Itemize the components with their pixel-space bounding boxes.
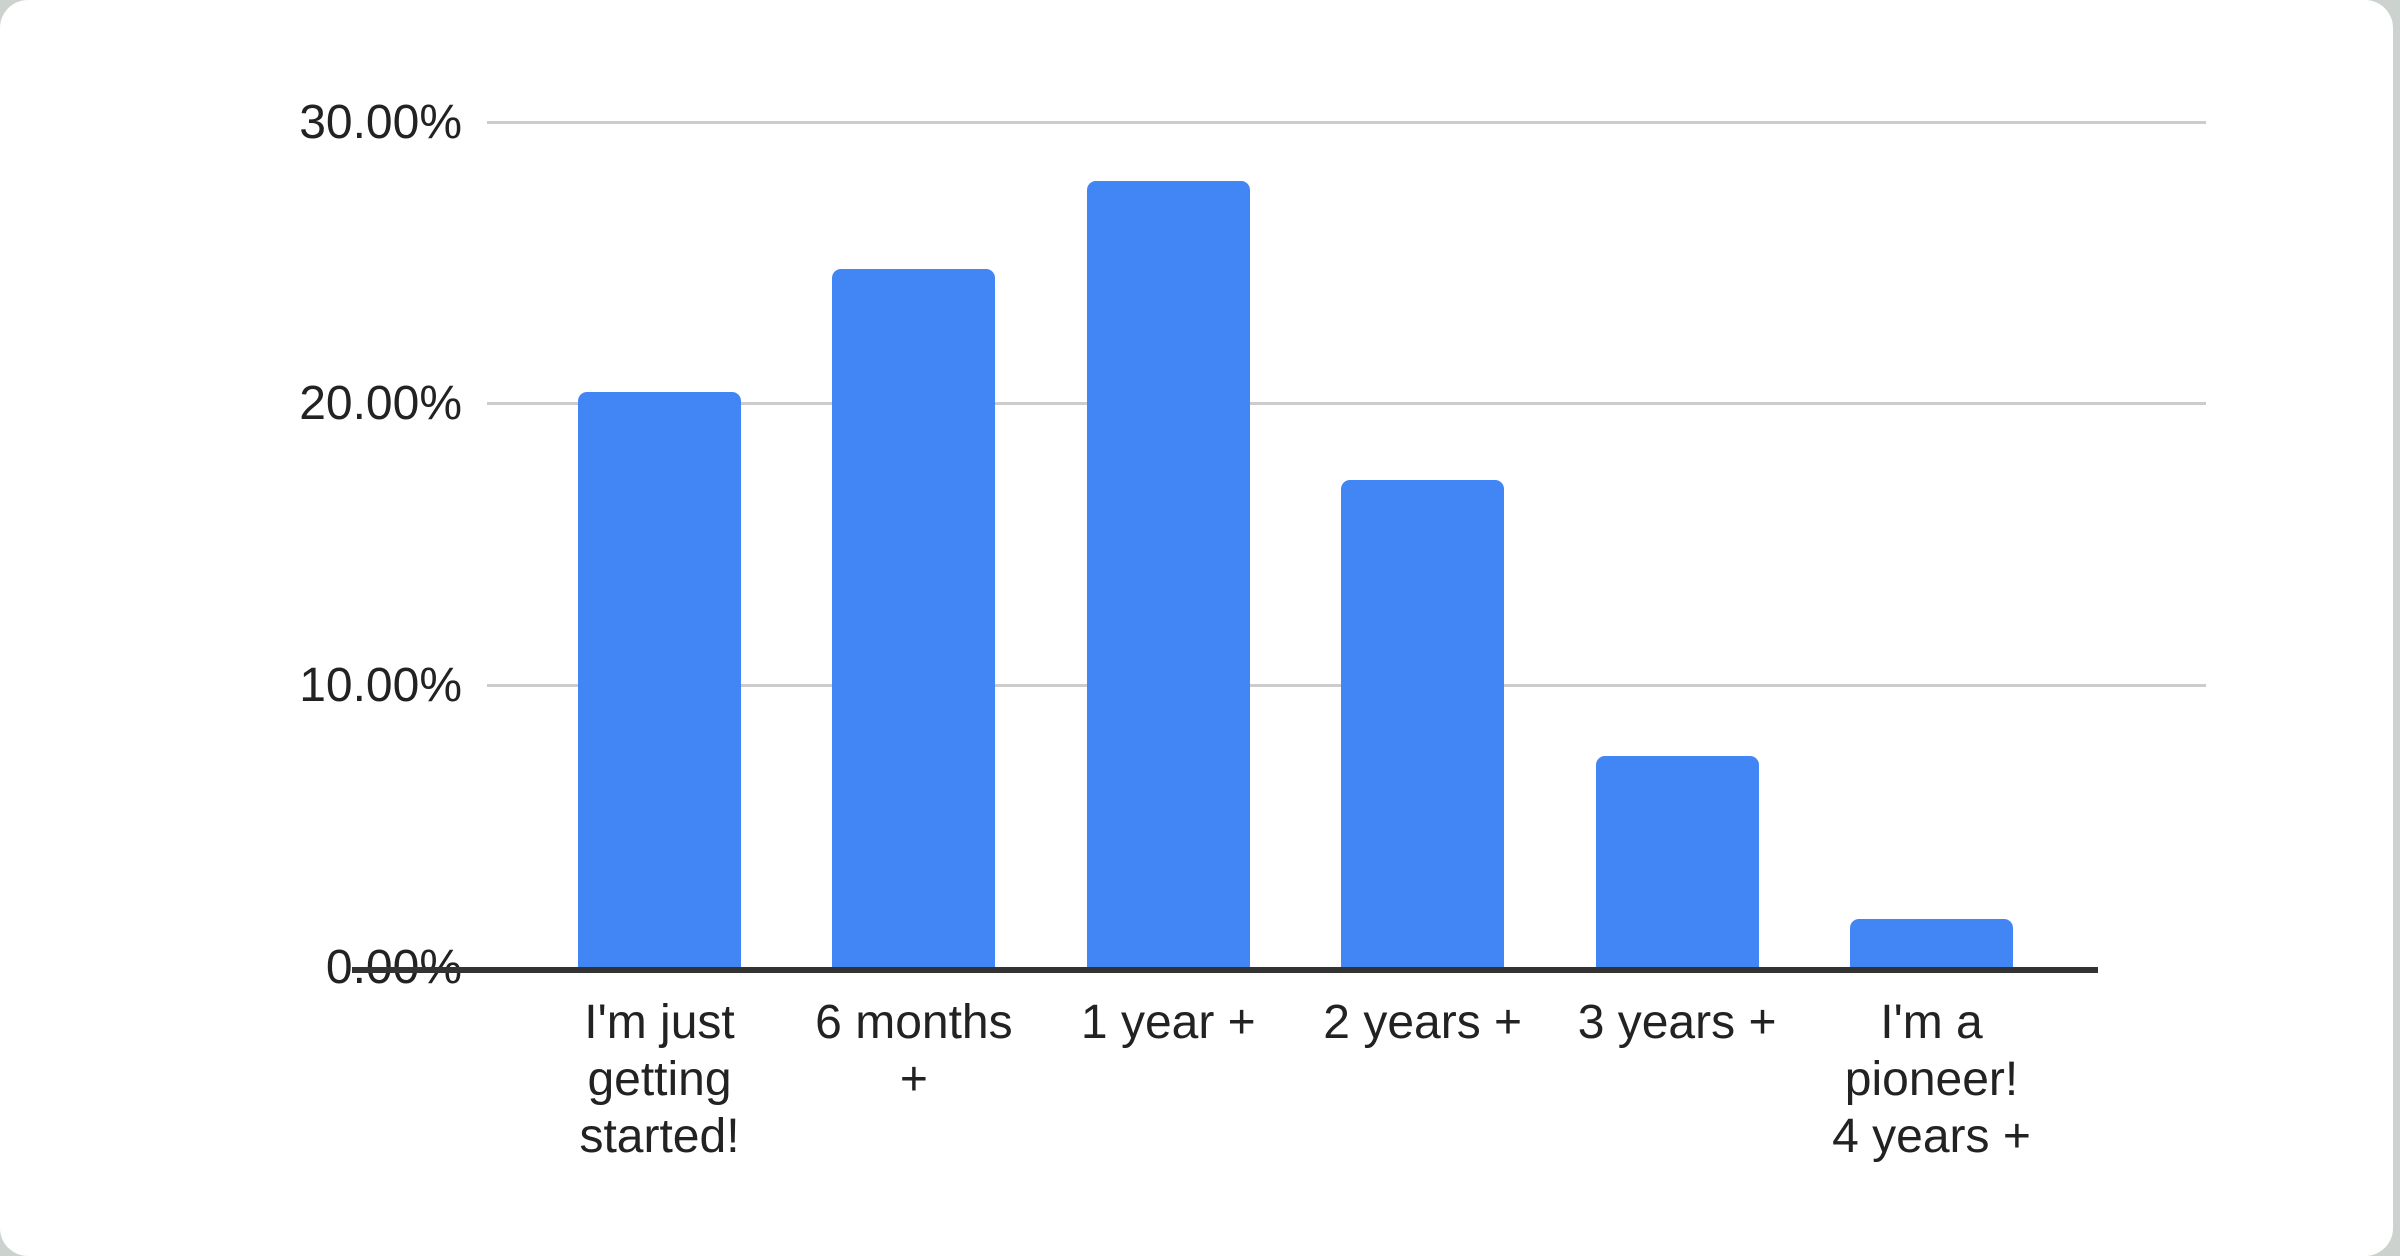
gridline [487,402,2206,406]
x-category-label: 6 months + [815,996,1013,1106]
y-tick-label: 10.00% [299,658,462,712]
bar[interactable] [1086,181,1250,967]
x-category-label: I'm a pioneer! 4 years + [1832,996,2031,1163]
x-category-label: I'm just getting started! [579,996,740,1163]
bar[interactable] [578,392,741,967]
gridline [487,120,2206,124]
bar[interactable] [832,268,996,967]
bar[interactable] [1595,755,1759,967]
y-tick-label: 20.00% [299,377,462,431]
x-category-label: 1 year + [1080,996,1256,1049]
x-category-label: 3 years + [1577,996,1777,1049]
bar[interactable] [1850,919,2013,967]
x-category-label: 2 years + [1323,996,1523,1049]
y-tick-label: 30.00% [299,95,462,149]
bar[interactable] [1341,479,1505,967]
x-axis-line [352,967,2098,973]
